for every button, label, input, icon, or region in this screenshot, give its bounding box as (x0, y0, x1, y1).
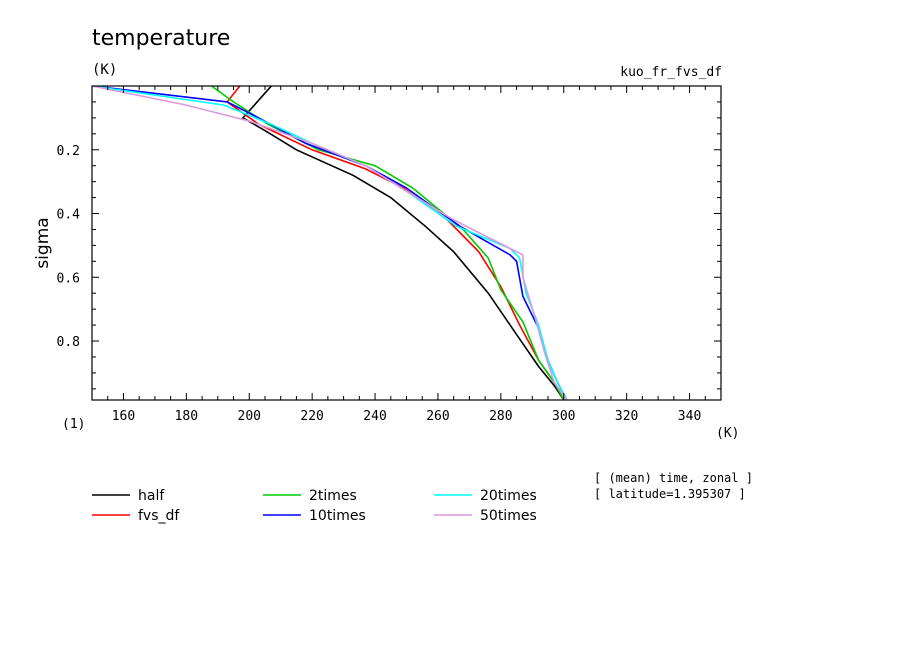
chart-title: temperature (92, 26, 230, 51)
y-tick-label: 0.8 (57, 335, 80, 350)
y-tick-label: 0.2 (57, 144, 80, 159)
x-tick-label: 180 (175, 409, 198, 424)
series-line-50times (91, 86, 568, 400)
note-latitude: [ latitude=1.395307 ] (594, 487, 746, 501)
plot-lines (91, 86, 568, 400)
legend-label-half: half (138, 488, 165, 504)
y-tick-label: 0.4 (57, 208, 81, 223)
experiment-label: kuo_fr_fvs_df (620, 65, 722, 80)
x-tick-label: 260 (426, 409, 449, 424)
x-axis-units: (K) (716, 426, 739, 441)
legend-label-50times: 50times (480, 508, 537, 524)
chart-units: (K) (92, 62, 117, 78)
series-line-20times (91, 86, 568, 400)
x-tick-label: 240 (363, 409, 386, 424)
x-tick-label: 280 (489, 409, 512, 424)
y-axis-units: (1) (62, 417, 85, 432)
legend-label-fvs_df: fvs_df (138, 508, 180, 524)
x-tick-label: 320 (615, 409, 638, 424)
legend-label-2times: 2times (309, 488, 357, 504)
x-tick-label: 340 (678, 409, 701, 424)
series-line-2times (211, 86, 565, 400)
axis-ticks: 160 180 200 220 240 260 280 300 320 340 0.2 0.4 0.6 0… (57, 85, 722, 424)
x-tick-label: 220 (300, 409, 323, 424)
legend-label-10times: 10times (309, 508, 366, 524)
plot-frame (91, 85, 722, 401)
note-time-zonal: [ (mean) time, zonal ] (594, 471, 753, 485)
x-tick-label: 300 (552, 409, 575, 424)
series-line-half (241, 86, 565, 400)
legend-label-20times: 20times (480, 488, 537, 504)
y-axis-label: sigma (33, 217, 53, 268)
x-tick-label: 200 (238, 409, 261, 424)
legend: half fvs_df 2times 10times 20times 50times (92, 488, 537, 524)
series-line-fvs_df (226, 86, 565, 400)
y-tick-label: 0.6 (57, 271, 80, 286)
x-tick-label: 160 (112, 409, 135, 424)
